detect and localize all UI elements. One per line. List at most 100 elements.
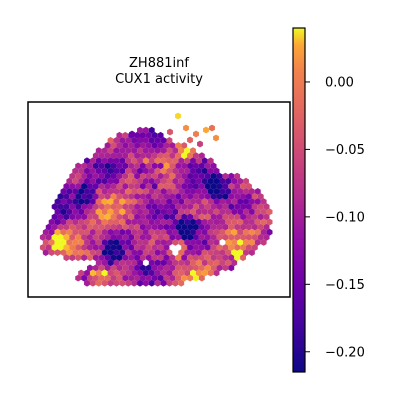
hexbin-cell bbox=[210, 193, 217, 200]
colorbar-tick-label: 0.00 bbox=[325, 75, 354, 90]
hexbin-cell bbox=[237, 239, 244, 246]
hexbin-cell bbox=[175, 112, 181, 120]
hexbin-cell bbox=[187, 233, 193, 241]
hexbin-cell bbox=[131, 239, 138, 246]
hexbin-cell bbox=[151, 244, 158, 251]
hexbin-cell bbox=[95, 218, 102, 226]
hexbin-cell bbox=[248, 228, 255, 236]
hexbin-cell bbox=[198, 203, 205, 211]
hexbin-cell bbox=[72, 239, 79, 246]
hexbin-cell bbox=[145, 142, 152, 149]
hexbin-cell bbox=[110, 213, 117, 221]
hexbin-cell bbox=[184, 259, 191, 267]
hexbin-cell bbox=[151, 193, 158, 200]
hexbin-cell bbox=[222, 193, 229, 200]
hexbin-cell bbox=[63, 233, 70, 241]
hexbin-cell bbox=[219, 228, 226, 236]
hexbin-cell bbox=[193, 223, 199, 231]
hexbin-cell bbox=[163, 152, 170, 160]
hexbin-cell bbox=[178, 218, 185, 226]
colorbar-tick-label: −0.05 bbox=[325, 143, 365, 158]
hexbin-cell bbox=[148, 137, 155, 144]
hexbin-cell bbox=[178, 177, 185, 185]
hexbin-cell bbox=[172, 167, 179, 175]
hexbin-cell bbox=[81, 213, 87, 221]
hexbin-cell bbox=[78, 177, 85, 185]
hexbin-cell bbox=[116, 213, 123, 221]
hexbin-cell bbox=[246, 213, 252, 221]
hexbin-cell bbox=[128, 172, 135, 180]
hexbin-cell bbox=[234, 182, 241, 190]
hexbin-cell bbox=[240, 233, 246, 241]
hexbin-cell bbox=[66, 177, 73, 185]
hexbin-cell bbox=[119, 249, 126, 256]
hexbin-cell bbox=[131, 228, 138, 236]
hexbin-cell bbox=[225, 177, 232, 185]
hexbin-cell bbox=[178, 249, 185, 256]
hexbin-cell bbox=[163, 274, 170, 282]
hexbin-cell bbox=[142, 218, 149, 226]
hexbin-cell bbox=[125, 218, 132, 226]
hexbin-cell bbox=[201, 208, 208, 216]
hexbin-cell bbox=[107, 177, 114, 185]
hexbin-cell bbox=[181, 254, 188, 262]
hexbin-cell bbox=[98, 213, 105, 221]
hexbin-cell bbox=[69, 193, 76, 200]
hexbin-cell bbox=[178, 157, 185, 165]
hexbin-cell bbox=[160, 279, 167, 287]
hexbin-cell bbox=[160, 228, 167, 236]
hexbin-cell bbox=[231, 249, 238, 256]
hexbin-cell bbox=[113, 208, 120, 216]
hexbin-cell bbox=[128, 152, 135, 160]
hexbin-cell bbox=[204, 182, 211, 190]
hexbin-cell bbox=[119, 147, 126, 154]
hexbin-cell bbox=[210, 223, 217, 231]
hexbin-cell bbox=[254, 198, 261, 205]
hexbin-cell bbox=[198, 182, 205, 190]
hexbin-cell bbox=[104, 172, 111, 180]
hexbin-cell bbox=[154, 157, 161, 165]
hexbin-cell bbox=[78, 269, 85, 277]
hexbin-cell bbox=[248, 208, 255, 216]
hexbin-cell bbox=[72, 167, 79, 175]
hexbin-cell bbox=[140, 131, 146, 139]
hexbin-cell bbox=[243, 249, 249, 256]
hexbin-cell bbox=[210, 203, 217, 211]
hexbin-cell bbox=[184, 228, 191, 236]
hexbin-cell bbox=[193, 274, 199, 282]
hexbin-cell bbox=[128, 233, 135, 241]
hexbin-cell bbox=[181, 193, 188, 200]
hexbin-cell bbox=[175, 213, 182, 221]
hexbin-cell bbox=[129, 130, 135, 138]
hexbin-cell bbox=[45, 223, 52, 231]
hexbin-cell bbox=[137, 279, 143, 287]
hexbin-cell bbox=[204, 264, 211, 272]
hexbin-cell bbox=[104, 182, 111, 190]
hexbin-cell bbox=[140, 244, 146, 251]
hexbin-cell bbox=[207, 157, 214, 165]
hexbin-cell bbox=[116, 131, 123, 139]
hexbin-cell bbox=[237, 218, 244, 226]
hexbin-cell bbox=[66, 198, 73, 205]
hexbin-cell bbox=[260, 198, 267, 205]
hexbin-cell bbox=[137, 198, 143, 205]
hexbin-cell bbox=[98, 182, 105, 190]
hexbin-cell bbox=[187, 264, 193, 272]
hexbin-cell bbox=[151, 182, 158, 190]
hexbin-cell bbox=[69, 213, 76, 221]
hexbin-cell bbox=[84, 157, 90, 165]
hexbin-cell bbox=[51, 223, 58, 231]
hexbin-cell bbox=[213, 208, 220, 216]
hexbin-cell bbox=[116, 142, 123, 149]
hexbin-cell bbox=[84, 249, 90, 256]
hexbin-cell bbox=[87, 162, 93, 170]
hexbin-cell bbox=[195, 259, 202, 267]
hexbin-cell bbox=[240, 244, 246, 251]
hexbin-cell bbox=[151, 264, 158, 272]
hexbin-cell bbox=[187, 136, 193, 144]
hexbin-cell bbox=[137, 218, 143, 226]
hexbin-cell bbox=[95, 167, 102, 175]
hexbin-cell bbox=[101, 228, 108, 236]
hexbin-cell bbox=[69, 233, 76, 241]
hexbin-cell bbox=[113, 137, 120, 144]
